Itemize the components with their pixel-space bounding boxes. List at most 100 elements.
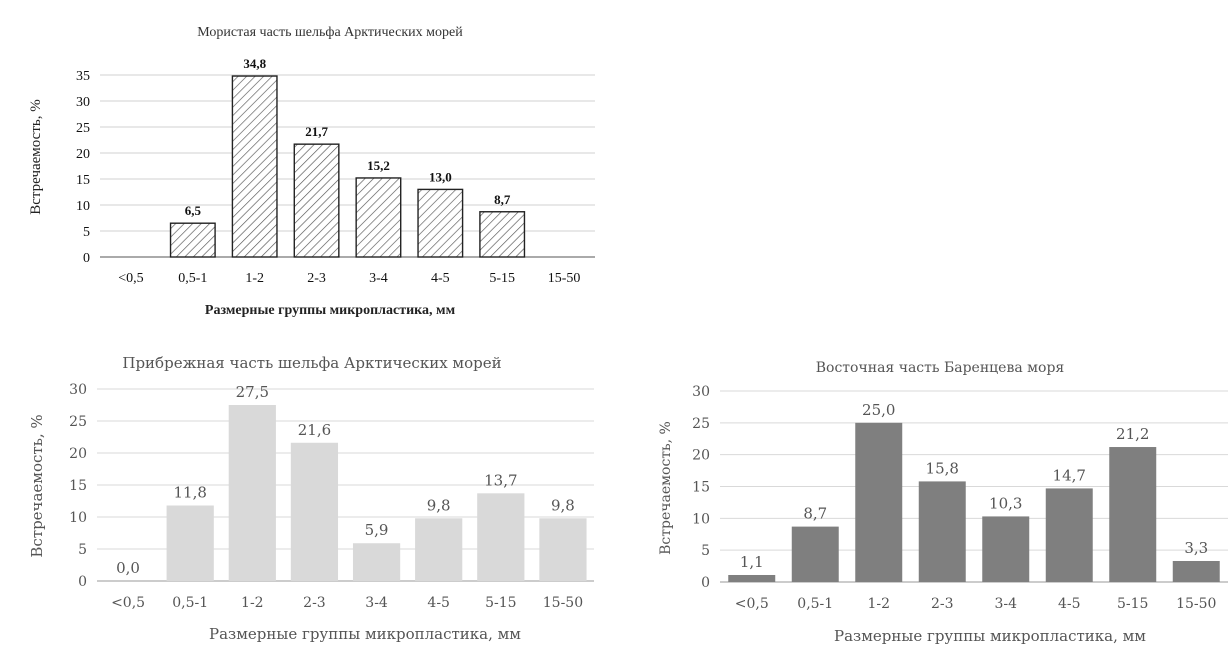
y-tick-label: 30 <box>76 95 90 110</box>
y-tick-label: 30 <box>69 382 87 398</box>
y-tick-label: 30 <box>692 384 710 400</box>
x-axis-label: Размерные группы микропластика, мм <box>205 303 456 318</box>
y-tick-label: 5 <box>701 543 710 559</box>
x-tick-label: 2-3 <box>931 596 954 612</box>
data-label: 5,9 <box>365 521 389 539</box>
y-tick-labels: 0 5 10 15 20 25 30 <box>69 382 87 590</box>
bars <box>171 76 525 257</box>
x-tick-label: <0,5 <box>118 271 143 286</box>
bar <box>728 575 775 582</box>
data-label: 11,8 <box>173 483 206 501</box>
data-label: 15,8 <box>926 459 959 477</box>
y-tick-label: 0 <box>78 574 87 590</box>
bar <box>294 144 339 257</box>
bar <box>792 527 839 582</box>
x-tick-label: 1-2 <box>867 596 890 612</box>
y-tick-label: 15 <box>692 480 710 496</box>
y-tick-label: 5 <box>78 542 87 558</box>
x-tick-label: 3-4 <box>994 596 1017 612</box>
chart-title: Прибрежная часть шельфа Арктических море… <box>122 354 501 372</box>
x-tick-label: 0,5-1 <box>797 596 833 612</box>
y-tick-label: 20 <box>692 448 710 464</box>
bar <box>167 505 214 581</box>
data-label: 21,7 <box>305 124 328 139</box>
bar <box>1173 561 1220 582</box>
bar <box>477 493 524 581</box>
chart-title: Мористая часть шельфа Арктических морей <box>197 25 463 40</box>
bar <box>356 178 401 257</box>
y-tick-label: 10 <box>692 511 710 527</box>
data-label: 1,1 <box>740 553 764 571</box>
x-tick-label: 5-15 <box>1117 596 1148 612</box>
x-tick-label: 3-4 <box>365 595 388 611</box>
data-label: 0,0 <box>116 559 140 577</box>
data-label: 3,3 <box>1184 539 1208 557</box>
y-tick-label: 20 <box>69 446 87 462</box>
bar <box>480 212 525 257</box>
y-tick-label: 0 <box>83 251 90 266</box>
y-tick-labels: 0 5 10 15 20 25 30 <box>692 384 710 591</box>
chart-eastern-barents: Восточная часть Баренцева моря 0 5 10 15 20 2… <box>640 336 1231 653</box>
data-label: 13,0 <box>429 169 452 184</box>
bar <box>291 443 338 581</box>
bar <box>229 405 276 581</box>
x-tick-labels: <0,5 0,5-1 1-2 2-3 3-4 4-5 5-15 15-50 <box>118 271 580 286</box>
y-tick-label: 20 <box>76 147 90 162</box>
x-tick-labels: <0,5 0,5-1 1-2 2-3 3-4 4-5 5-15 15-50 <box>111 595 583 611</box>
x-tick-label: 15-50 <box>1176 596 1216 612</box>
x-tick-label: 2-3 <box>307 271 326 286</box>
x-tick-label: 4-5 <box>427 595 450 611</box>
data-label: 13,7 <box>484 471 517 489</box>
y-tick-label: 10 <box>69 510 87 526</box>
y-tick-label: 15 <box>76 173 90 188</box>
bar <box>982 516 1029 582</box>
bar <box>855 423 902 582</box>
data-label: 15,2 <box>367 158 390 173</box>
data-label: 10,3 <box>989 494 1022 512</box>
bar <box>418 189 463 257</box>
y-axis-label: Встречаемость, % <box>28 414 46 557</box>
data-label: 8,7 <box>803 505 827 523</box>
x-tick-label: 4-5 <box>1058 596 1081 612</box>
data-label: 25,0 <box>862 401 895 419</box>
bar <box>353 543 400 581</box>
bar <box>171 223 216 257</box>
y-tick-label: 35 <box>76 69 90 84</box>
data-label: 9,8 <box>551 496 575 514</box>
bars <box>167 405 587 581</box>
x-tick-label: 0,5-1 <box>172 595 208 611</box>
x-tick-label: <0,5 <box>735 596 769 612</box>
chart-offshore-shelf: Мористая часть шельфа Арктических морей … <box>0 0 610 325</box>
data-label: 6,5 <box>185 203 202 218</box>
x-tick-label: 1-2 <box>245 271 264 286</box>
chart-coastal-shelf: Прибрежная часть шельфа Арктических море… <box>0 336 610 653</box>
y-tick-label: 15 <box>69 478 87 494</box>
y-tick-label: 5 <box>83 225 90 240</box>
y-tick-label: 25 <box>76 121 90 136</box>
data-label: 21,2 <box>1116 425 1149 443</box>
x-tick-label: 5-15 <box>485 595 516 611</box>
y-tick-label: 25 <box>69 414 87 430</box>
y-tick-label: 0 <box>701 575 710 591</box>
x-tick-labels: <0,5 0,5-1 1-2 2-3 3-4 4-5 5-15 15-50 <box>735 596 1217 612</box>
bars <box>728 423 1219 582</box>
y-axis-label: Встречаемость, % <box>28 99 44 214</box>
x-tick-label: 0,5-1 <box>178 271 207 286</box>
data-label: 8,7 <box>494 192 511 207</box>
x-tick-label: 3-4 <box>369 271 388 286</box>
y-tick-labels: 0 5 10 15 20 25 30 35 <box>76 69 90 266</box>
x-axis-label: Размерные группы микропластика, мм <box>834 627 1146 645</box>
bar <box>1046 488 1093 582</box>
y-axis-label: Встречаемость, % <box>658 421 674 555</box>
chart-title: Восточная часть Баренцева моря <box>816 360 1065 376</box>
x-axis-label: Размерные группы микропластика, мм <box>209 625 521 643</box>
data-label: 27,5 <box>236 383 269 401</box>
x-tick-label: 4-5 <box>431 271 450 286</box>
data-label: 9,8 <box>427 496 451 514</box>
x-tick-label: <0,5 <box>111 595 145 611</box>
bar <box>415 518 462 581</box>
data-label: 21,6 <box>298 421 331 439</box>
bar <box>1109 447 1156 582</box>
x-tick-label: 15-50 <box>543 595 583 611</box>
data-label: 34,8 <box>243 56 266 71</box>
